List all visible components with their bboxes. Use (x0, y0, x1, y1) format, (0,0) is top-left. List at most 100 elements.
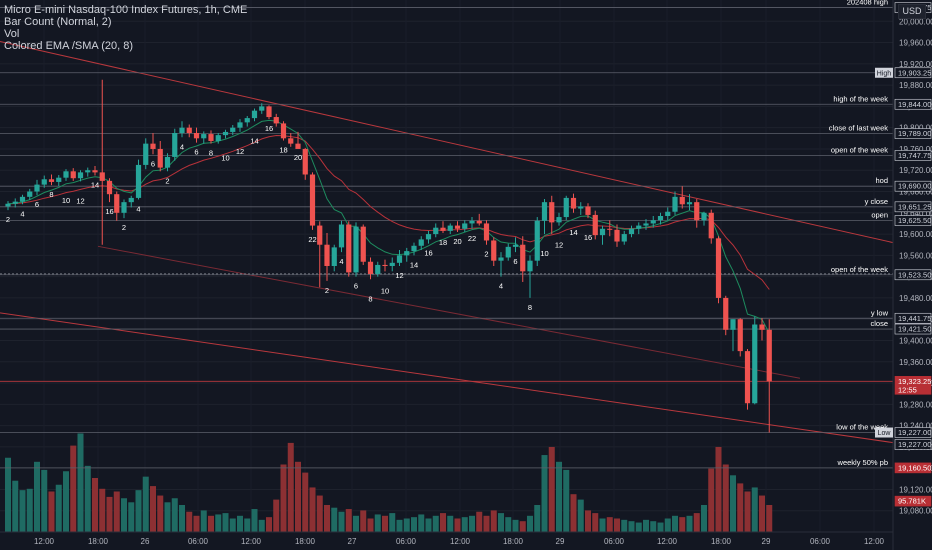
symbol-title[interactable]: Micro E-mini Nasdaq-100 Index Futures, 1… (4, 4, 248, 16)
candle-body (288, 138, 294, 144)
time-tick-label: 12:00 (34, 537, 55, 546)
volume-bar (19, 490, 26, 532)
candle-body (708, 212, 714, 239)
bar-count-label: 2 (484, 250, 488, 259)
time-tick-label: 26 (141, 537, 150, 546)
candle-body (723, 297, 729, 330)
candle-body (440, 227, 446, 231)
price-tick-label: 19,400.00 (899, 336, 932, 345)
candle (411, 242, 417, 256)
bar-count-label: 10 (221, 153, 229, 162)
volume-bar (614, 518, 620, 532)
bar-count-label: 2 (165, 176, 169, 185)
price-axis-marker: 19,690.00 (894, 180, 931, 192)
candle (92, 165, 98, 176)
price-marker-text: 19,523.50 (898, 270, 931, 279)
price-marker-text: 19,441.75 (898, 314, 931, 323)
volume-bar (287, 442, 294, 532)
ema-indicator[interactable]: Colored EMA /SMA (20, 8) (4, 40, 133, 52)
price-marker-box (894, 150, 932, 161)
candle-body (215, 135, 221, 141)
bar-count-indicator[interactable]: Bar Count (Normal, 2) (4, 16, 112, 28)
candle-body (27, 191, 33, 197)
price-marker-text: 19,625.50 (898, 216, 931, 225)
time-tick-label: 06:00 (396, 537, 417, 546)
candle-body (5, 203, 11, 207)
candle (367, 257, 374, 280)
candle (621, 230, 627, 245)
candle-body (48, 179, 55, 182)
candle (491, 237, 497, 266)
level-label: hod (875, 176, 888, 185)
volume-indicator[interactable]: Vol (4, 28, 20, 40)
price-axis-marker: 19,651.25 (894, 201, 931, 213)
price-tag-box (875, 67, 893, 78)
candle-body (259, 106, 265, 111)
candlesticks[interactable] (5, 79, 772, 433)
bar-count-label: 4 (339, 257, 343, 266)
candle (375, 261, 381, 277)
bar-count-label: 8 (209, 149, 213, 158)
volume-bar (403, 518, 410, 532)
candle (643, 219, 649, 230)
candle-body (150, 143, 156, 149)
time-tick-label: 12:00 (657, 537, 678, 546)
candle-body (360, 226, 366, 262)
bar-count-label: 14 (250, 136, 258, 145)
bar-count-label: 2 (6, 215, 10, 224)
time-axis[interactable]: 12:00 18:00 26 06:00 12:00 18:00 27 06:00 12:00 1… (0, 531, 893, 546)
candle-body (99, 172, 105, 181)
candle (708, 209, 714, 244)
candle-body (331, 247, 337, 266)
candle-body (643, 223, 649, 226)
candle (27, 188, 33, 201)
candle-body (324, 244, 330, 266)
volume-bar (730, 475, 736, 532)
volume-bar (55, 484, 62, 532)
time-tick-label: 12:00 (450, 537, 471, 546)
moving-averages (7, 119, 770, 334)
bar-count-label: 6 (35, 200, 39, 209)
currency-button[interactable]: USD (898, 4, 926, 19)
candle (382, 259, 388, 272)
candle-body (222, 131, 229, 136)
bar-count-label: 6 (513, 257, 517, 266)
volume-bar (338, 511, 345, 532)
price-tick-label: 19,880.00 (899, 81, 932, 90)
bar-count-label: 4 (180, 142, 184, 151)
chart-legend: Micro E-mini Nasdaq-100 Index Futures, 1… (4, 4, 247, 52)
upper-trend-line (0, 41, 894, 244)
candle (128, 195, 134, 208)
bar-count-label: 16 (584, 233, 592, 242)
candle (657, 212, 664, 225)
candle-body (317, 225, 323, 245)
candle (686, 194, 693, 211)
level-label: y close (865, 197, 888, 206)
candle-body (491, 240, 497, 261)
volume-bar (766, 505, 773, 532)
price-marker-countdown: 12:55 (898, 385, 917, 394)
candle-body (70, 171, 76, 179)
candle (541, 198, 548, 235)
candle (288, 133, 294, 147)
volume-bar (585, 510, 591, 532)
volume-bar (186, 511, 193, 532)
volume-bar (411, 517, 417, 532)
candle (440, 221, 446, 234)
price-marker-text: 95.781K (898, 497, 926, 506)
candle-body (527, 260, 533, 272)
time-tick-label: 06:00 (604, 537, 625, 546)
bar-count-label: 22 (308, 235, 316, 244)
candle-body (114, 194, 120, 213)
price-marker-text: 19,160.50 (898, 463, 931, 472)
candle-body (389, 262, 395, 266)
volume-bar (643, 519, 649, 532)
candle (106, 178, 113, 203)
volume-bar (63, 471, 69, 532)
price-marker-text: 19,651.25 (898, 202, 931, 211)
volume-bar (447, 515, 454, 532)
candle-body (63, 171, 69, 178)
